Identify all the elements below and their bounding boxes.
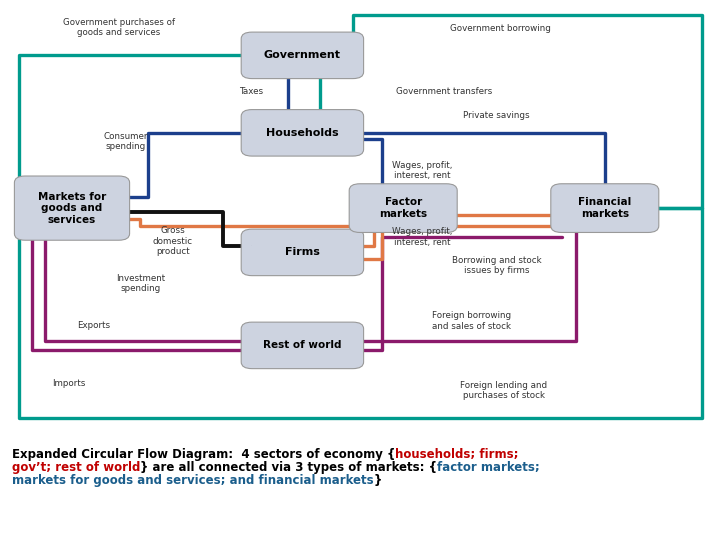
FancyBboxPatch shape (241, 229, 364, 275)
Text: Financial
markets: Financial markets (578, 197, 631, 219)
FancyBboxPatch shape (241, 322, 364, 369)
Text: Foreign borrowing
and sales of stock: Foreign borrowing and sales of stock (432, 312, 511, 330)
Text: Foreign lending and
purchases of stock: Foreign lending and purchases of stock (460, 381, 548, 400)
Text: Government purchases of
goods and services: Government purchases of goods and servic… (63, 18, 175, 37)
Text: Government transfers: Government transfers (396, 87, 492, 96)
Text: markets for goods and services; and financial markets: markets for goods and services; and fina… (12, 474, 374, 487)
FancyBboxPatch shape (14, 176, 130, 240)
Text: Private savings: Private savings (464, 111, 530, 120)
Text: Taxes: Taxes (238, 87, 263, 96)
Text: Markets for
goods and
services: Markets for goods and services (38, 192, 106, 225)
Text: Government borrowing: Government borrowing (450, 24, 551, 33)
Text: Wages, profit,
interest, rent: Wages, profit, interest, rent (392, 227, 453, 247)
FancyBboxPatch shape (551, 184, 659, 232)
Text: Exports: Exports (77, 321, 110, 330)
Text: gov’t; rest of world: gov’t; rest of world (12, 461, 140, 474)
FancyBboxPatch shape (349, 184, 457, 232)
Text: Firms: Firms (285, 247, 320, 258)
Text: Expanded Circular Flow Diagram:  4 sectors of economy {: Expanded Circular Flow Diagram: 4 sector… (12, 448, 395, 461)
Text: Households: Households (266, 128, 338, 138)
Text: factor markets;: factor markets; (437, 461, 540, 474)
Text: }: } (374, 474, 382, 487)
Text: } are all connected via 3 types of markets: {: } are all connected via 3 types of marke… (140, 461, 437, 474)
Text: Wages, profit,
interest, rent: Wages, profit, interest, rent (392, 161, 453, 180)
Text: Rest of world: Rest of world (263, 340, 342, 350)
Text: Gross
domestic
product: Gross domestic product (153, 226, 193, 256)
Text: Factor
markets: Factor markets (379, 197, 427, 219)
Text: Government: Government (264, 50, 341, 60)
Text: Borrowing and stock
issues by firms: Borrowing and stock issues by firms (452, 256, 541, 275)
FancyBboxPatch shape (241, 32, 364, 79)
FancyBboxPatch shape (241, 110, 364, 156)
Text: Investment
spending: Investment spending (116, 274, 165, 293)
Text: Consumer
spending: Consumer spending (104, 132, 148, 151)
Text: Imports: Imports (52, 379, 85, 388)
Text: households; firms;: households; firms; (395, 448, 519, 461)
